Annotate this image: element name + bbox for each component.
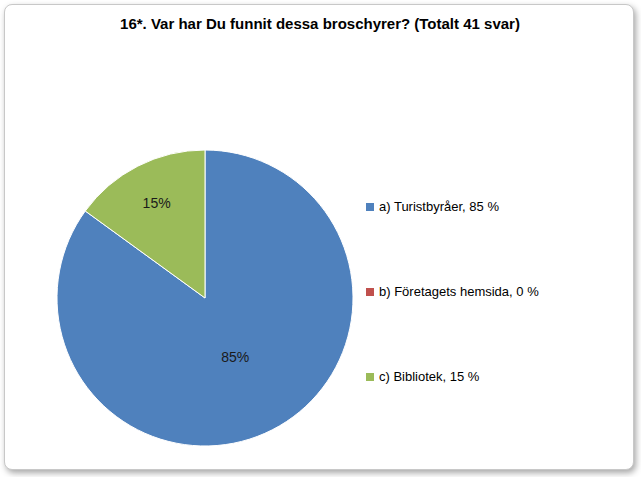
pie-slice	[57, 150, 353, 446]
legend-label: b) Företagets hemsida, 0 %	[379, 284, 539, 299]
chart-title: 16*. Var har Du funnit dessa broschyrer?…	[105, 14, 535, 33]
legend-label: c) Bibliotek, 15 %	[379, 369, 480, 384]
legend-swatch	[366, 203, 374, 211]
pie-slice	[85, 150, 205, 298]
chart-svg: 85% 15% a) Turistbyråer, 85 % b) Företagets…	[0, 0, 641, 477]
legend-swatch	[366, 373, 374, 381]
pie-slices	[57, 150, 353, 446]
legend: a) Turistbyråer, 85 % b) Företagets hemsi…	[366, 199, 539, 384]
data-labels: 85% 15%	[143, 195, 250, 365]
legend-label: a) Turistbyråer, 85 %	[379, 199, 499, 214]
legend-swatch	[366, 288, 374, 296]
data-label: 85%	[221, 349, 249, 365]
data-label: 15%	[143, 195, 171, 211]
